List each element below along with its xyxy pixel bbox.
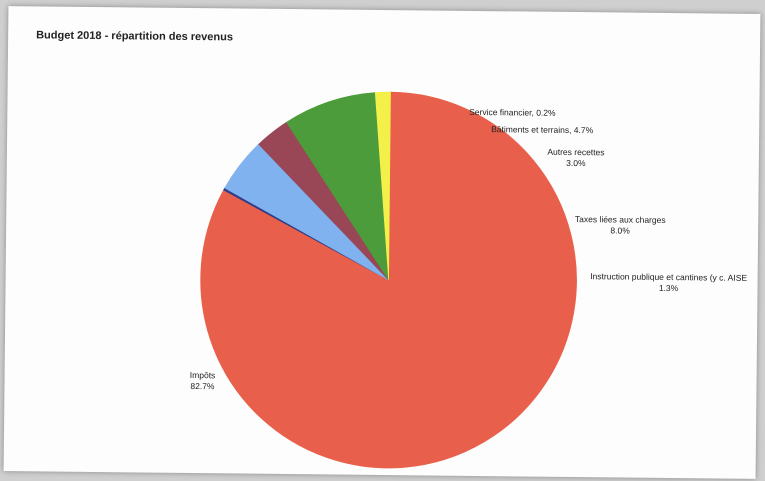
pie-chart: Budget 2018 - répartition des revenus Im… — [36, 29, 748, 469]
slice-value-autres-recettes: 3.0% — [566, 158, 586, 168]
chart-title: Budget 2018 - répartition des revenus — [36, 29, 233, 43]
pie-slice-taxes-liees-aux-charges — [286, 92, 389, 281]
slice-label-service-financier: Service financier, 0.2% — [469, 107, 556, 118]
pie-slice-instruction-publique-et-cantines-y-c-aise — [374, 91, 391, 281]
slice-value-impots: 82.7% — [190, 381, 215, 391]
pie-slices — [200, 91, 577, 469]
slice-label-batiments-et-terrains: Bâtiments et terrains, 4.7% — [491, 124, 594, 135]
slice-label-autres-recettes: Autres recettes — [547, 147, 604, 158]
slice-value-instruction-publique-et-cantines-y-c-aise: 1.3% — [659, 283, 679, 293]
chart-sheet: Budget 2018 - répartition des revenus Im… — [3, 6, 761, 479]
slice-label-taxes-liees-aux-charges: Taxes liées aux charges — [575, 214, 666, 225]
slice-label-impots: Impôts — [190, 370, 216, 380]
slice-value-taxes-liees-aux-charges: 8.0% — [610, 225, 630, 235]
slice-label-instruction-publique-et-cantines-y-c-aise: Instruction publique et cantines (y c. A… — [590, 271, 747, 283]
